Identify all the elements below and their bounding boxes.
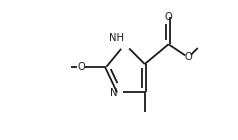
Text: NH: NH	[109, 33, 124, 43]
Text: O: O	[165, 11, 172, 22]
Text: O: O	[184, 52, 192, 62]
Text: O: O	[78, 62, 85, 72]
Text: N: N	[109, 88, 117, 98]
